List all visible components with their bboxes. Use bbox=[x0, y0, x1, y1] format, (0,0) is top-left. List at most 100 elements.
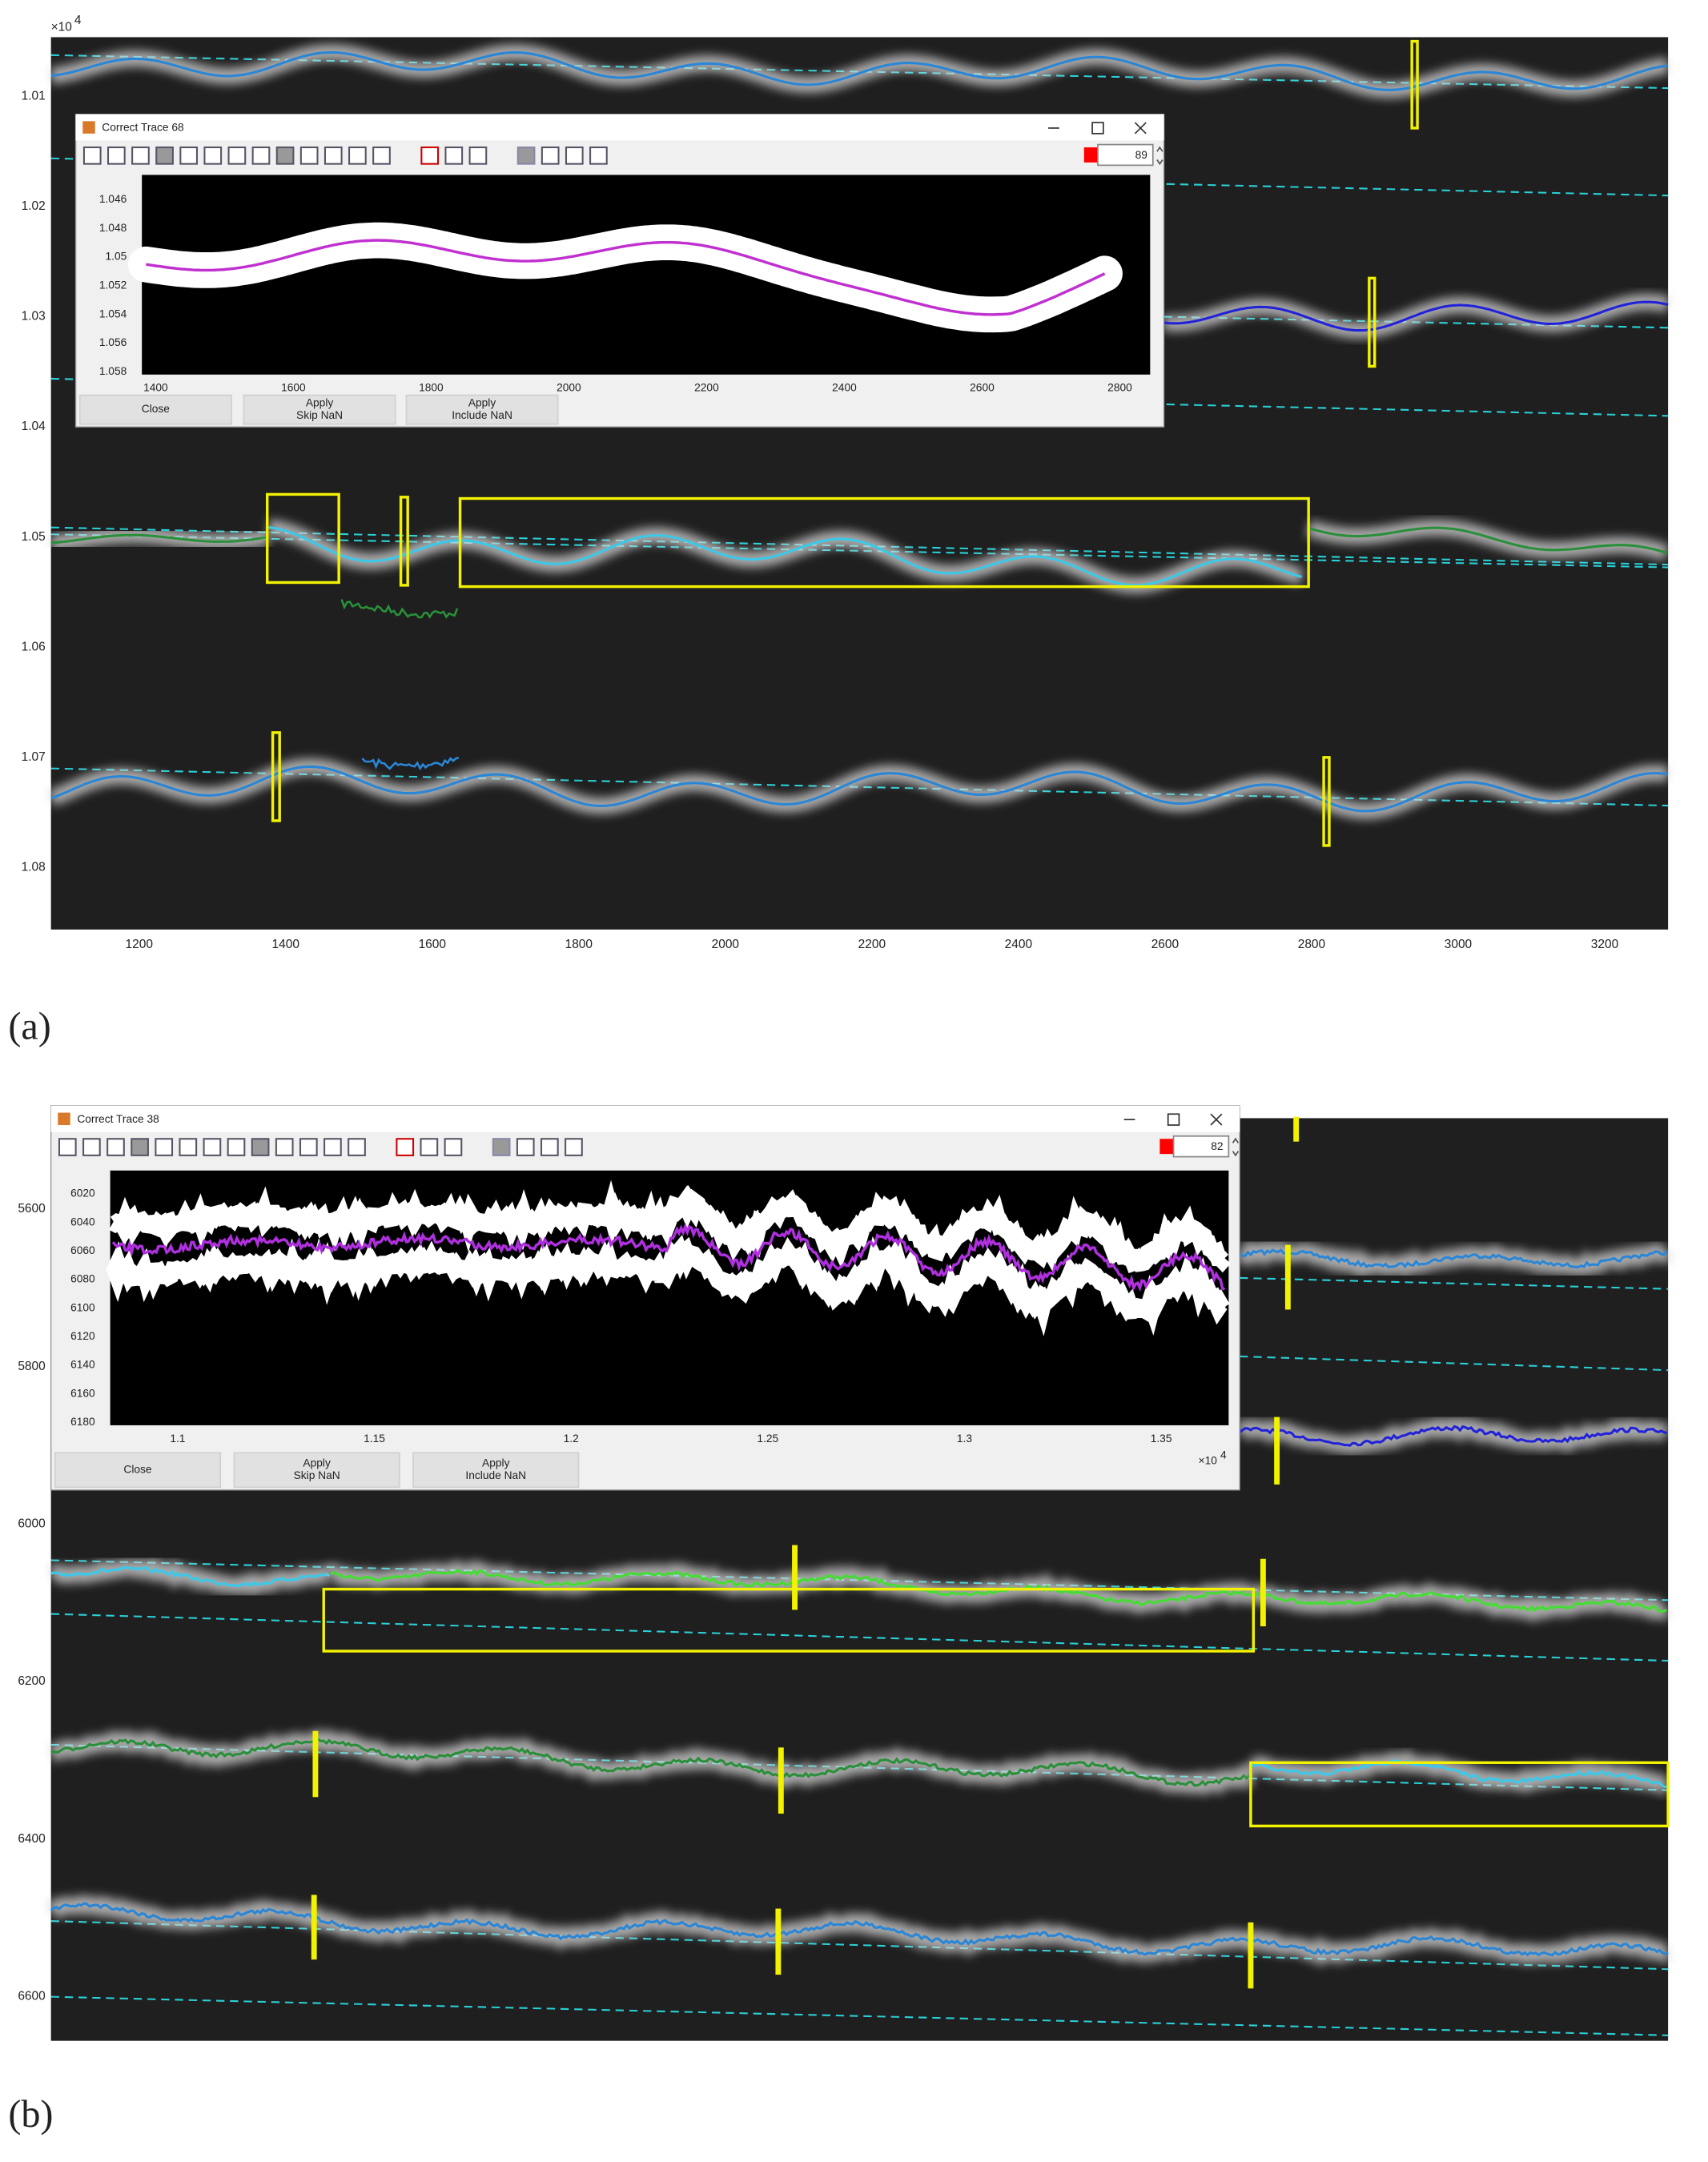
toolbar-button[interactable] bbox=[82, 1138, 101, 1156]
toolbar-button[interactable] bbox=[179, 146, 199, 165]
x-tick-label: 2000 bbox=[712, 938, 739, 951]
y-tick-label: 6200 bbox=[18, 1674, 45, 1688]
marker bbox=[399, 496, 409, 587]
trace bbox=[1308, 526, 1667, 555]
color-swatch[interactable] bbox=[1083, 147, 1099, 163]
button-label[interactable]: Apply bbox=[303, 1457, 331, 1469]
y-tick-label: 1.07 bbox=[22, 750, 46, 764]
action-button[interactable] bbox=[243, 394, 396, 425]
plot-y-tick-label: 6060 bbox=[70, 1244, 95, 1256]
toolbar-button[interactable] bbox=[444, 146, 464, 165]
button-label[interactable]: Include NaN bbox=[452, 409, 512, 421]
toolbar-button[interactable] bbox=[227, 146, 247, 165]
trace bbox=[50, 1737, 1251, 1787]
y-exponent: ×10 bbox=[51, 20, 72, 34]
marker bbox=[792, 1545, 798, 1610]
plot-y-tick-label: 1.046 bbox=[99, 193, 127, 205]
plot-x-exponent: ×10 bbox=[1199, 1454, 1218, 1466]
button-label[interactable]: Skip NaN bbox=[294, 1469, 340, 1481]
y-tick-label: 6000 bbox=[18, 1517, 45, 1531]
toolbar-button[interactable] bbox=[468, 146, 488, 165]
plot-area bbox=[142, 175, 1151, 375]
toolbar-button[interactable] bbox=[540, 1138, 559, 1156]
button-label[interactable]: Apply bbox=[468, 397, 496, 409]
toolbar-button[interactable] bbox=[251, 1138, 270, 1156]
maximize-button[interactable] bbox=[1091, 122, 1104, 135]
selection-box bbox=[1249, 1761, 1670, 1828]
toolbar-button[interactable] bbox=[155, 1138, 174, 1156]
toolbar-button[interactable] bbox=[131, 146, 150, 165]
toolbar-button[interactable] bbox=[299, 146, 319, 165]
trace bbox=[111, 1222, 1226, 1292]
toolbar-button[interactable] bbox=[324, 146, 343, 165]
button-label[interactable]: Apply bbox=[482, 1457, 510, 1469]
action-button[interactable] bbox=[405, 394, 559, 425]
toolbar-button[interactable] bbox=[203, 1138, 222, 1156]
marker bbox=[1368, 276, 1376, 368]
marker bbox=[1322, 756, 1331, 847]
toolbar-button[interactable] bbox=[227, 1138, 246, 1156]
toolbar-button[interactable] bbox=[372, 146, 391, 165]
close-window-button[interactable] bbox=[1134, 122, 1147, 135]
toolbar-button[interactable] bbox=[179, 1138, 198, 1156]
spinner[interactable] bbox=[1232, 1137, 1240, 1157]
marker bbox=[311, 1895, 317, 1960]
x-tick-label: 2400 bbox=[1005, 938, 1032, 951]
toolbar-button[interactable] bbox=[203, 146, 223, 165]
toolbar-button[interactable] bbox=[348, 146, 367, 165]
trace bbox=[1163, 300, 1669, 332]
y-tick-label: 1.03 bbox=[22, 310, 46, 323]
trace bbox=[50, 533, 269, 545]
toolbar-button[interactable] bbox=[324, 1138, 342, 1156]
button-label[interactable]: Close bbox=[123, 1463, 152, 1475]
action-button[interactable] bbox=[233, 1452, 400, 1489]
toolbar-button[interactable] bbox=[155, 146, 174, 165]
plot-y-tick-label: 6120 bbox=[70, 1330, 95, 1342]
toolbar-button[interactable] bbox=[492, 1138, 511, 1156]
toolbar-button[interactable] bbox=[348, 1138, 366, 1156]
toolbar-button[interactable] bbox=[589, 146, 608, 165]
button-label[interactable]: Skip NaN bbox=[296, 409, 343, 421]
number-field-value[interactable]: 82 bbox=[1211, 1140, 1223, 1152]
toolbar-button[interactable] bbox=[299, 1138, 318, 1156]
toolbar-button[interactable] bbox=[516, 146, 536, 165]
toolbar-button[interactable] bbox=[251, 146, 271, 165]
plot-x-tick-label: 1.25 bbox=[757, 1433, 778, 1445]
toolbar-button[interactable] bbox=[541, 146, 560, 165]
marker bbox=[1293, 1116, 1300, 1142]
toolbar-button[interactable] bbox=[275, 1138, 294, 1156]
plot-x-tick-label: 1600 bbox=[281, 382, 306, 394]
button-label[interactable]: Apply bbox=[306, 397, 334, 409]
toolbar-button[interactable] bbox=[106, 1138, 125, 1156]
toolbar-button[interactable] bbox=[131, 1138, 149, 1156]
action-button[interactable] bbox=[412, 1452, 580, 1489]
toolbar-button[interactable] bbox=[516, 1138, 535, 1156]
number-field[interactable] bbox=[1097, 143, 1154, 167]
action-button[interactable] bbox=[54, 1452, 222, 1489]
selection-box bbox=[265, 492, 340, 585]
toolbar-button[interactable] bbox=[107, 146, 126, 165]
action-button[interactable] bbox=[78, 394, 232, 425]
toolbar-button[interactable] bbox=[565, 1138, 583, 1156]
button-label[interactable]: Include NaN bbox=[465, 1469, 526, 1481]
toolbar-button[interactable] bbox=[420, 1138, 439, 1156]
plot-x-tick-label: 1.1 bbox=[170, 1433, 185, 1445]
x-tick-label: 3000 bbox=[1445, 938, 1472, 951]
spinner[interactable] bbox=[1156, 146, 1163, 166]
number-field-value[interactable]: 89 bbox=[1135, 149, 1147, 161]
y-tick-label: 1.04 bbox=[22, 420, 46, 433]
trace bbox=[330, 1568, 1668, 1613]
toolbar-button[interactable] bbox=[396, 1138, 415, 1156]
close-window-button[interactable] bbox=[1210, 1113, 1223, 1126]
maximize-button[interactable] bbox=[1167, 1113, 1180, 1126]
toolbar-button[interactable] bbox=[420, 146, 440, 165]
toolbar-button[interactable] bbox=[565, 146, 584, 165]
toolbar-button[interactable] bbox=[58, 1138, 77, 1156]
toolbar-button[interactable] bbox=[275, 146, 295, 165]
color-swatch[interactable] bbox=[1159, 1139, 1176, 1155]
toolbar-button[interactable] bbox=[82, 146, 102, 165]
button-label[interactable]: Close bbox=[142, 403, 171, 415]
toolbar-button[interactable] bbox=[444, 1138, 463, 1156]
number-field[interactable] bbox=[1172, 1135, 1230, 1158]
